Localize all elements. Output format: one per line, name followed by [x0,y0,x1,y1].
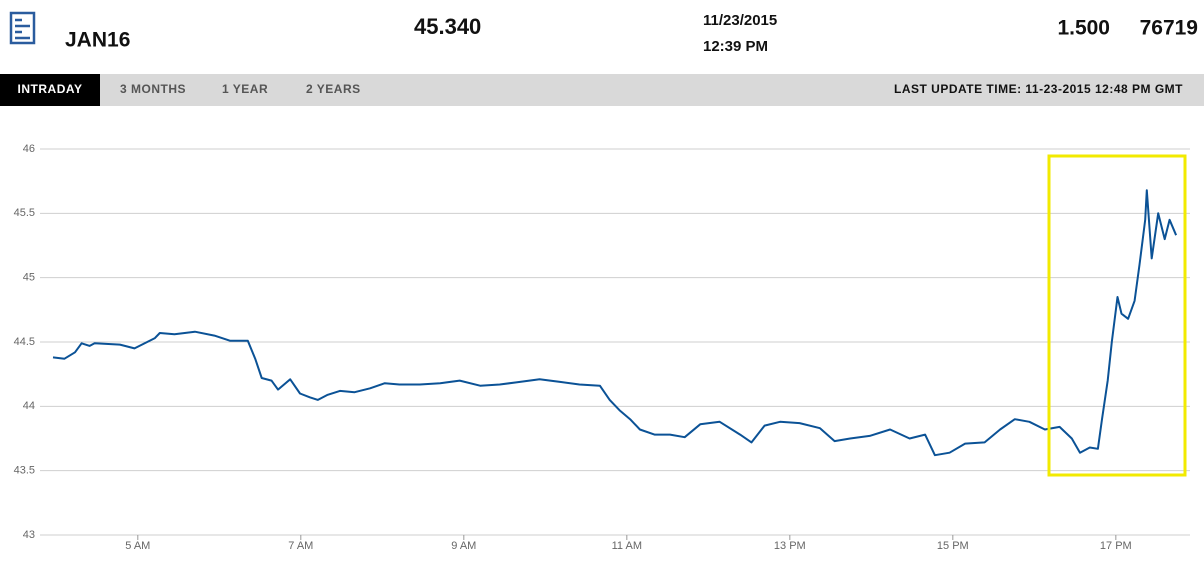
x-tick-label: 15 PM [937,540,969,552]
tab[interactable]: INTRADAY [18,82,83,96]
x-tick-label: 9 AM [451,540,476,552]
y-tick-label: 44 [23,400,35,412]
y-tick-label: 45.5 [14,207,35,219]
change: 1.500 [1057,17,1110,40]
y-tick-label: 46 [23,143,35,155]
x-tick-label: 7 AM [288,540,313,552]
active-tab[interactable] [0,74,100,106]
x-tick-label: 17 PM [1100,540,1132,552]
y-tick-label: 43 [23,529,35,541]
price: 45.340 [414,14,481,39]
symbol: JAN16 [65,29,130,52]
tab[interactable]: 2 YEARS [306,82,361,96]
tab-bar [0,74,1204,106]
highlight-box [1047,154,1187,477]
y-tick-label: 44.5 [14,336,35,348]
chart: 43 43.5 44 44.5 45 45.5 46 5 AM 7 AM 9 AM 11 AM 13 … [14,143,1190,552]
date: 11/23/2015 [703,12,777,29]
x-tick-label: 5 AM [125,540,150,552]
tab[interactable]: 1 YEAR [222,82,268,96]
y-tick-label: 43.5 [14,465,35,477]
time: 12:39 PM [703,38,768,55]
x-tick-label: 13 PM [774,540,806,552]
y-tick-label: 45 [23,272,35,284]
volume: 76719 [1140,17,1198,40]
app-icon [9,11,36,45]
price-line [52,189,1178,457]
x-tick-label: 11 AM [612,540,642,552]
tab[interactable]: 3 MONTHS [120,82,186,96]
last-update: LAST UPDATE TIME: 11-23-2015 12:48 PM GM… [894,82,1183,96]
